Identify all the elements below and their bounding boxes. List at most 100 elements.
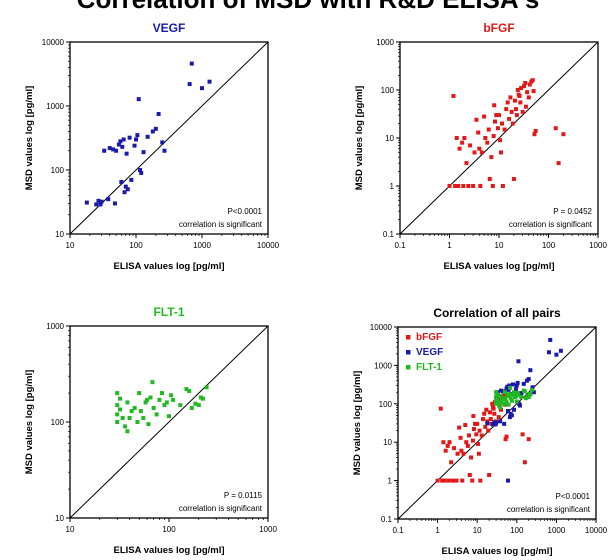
data-point-series0	[507, 116, 512, 121]
data-point-series0	[533, 128, 538, 133]
data-point-series0	[125, 429, 130, 434]
legend-marker	[406, 365, 411, 370]
data-point-series0	[118, 139, 123, 144]
data-point-series0	[127, 135, 132, 140]
x-tick-label: 100	[542, 241, 556, 250]
data-point-bfgf	[502, 393, 507, 398]
data-point-series0	[171, 397, 176, 402]
plot-frame	[69, 41, 269, 235]
chart-panel-bfgf: 0.1 1 10 100 1000 0.1 1 10 100 1000 bFGF ELISA valu…	[354, 21, 607, 272]
data-point-bfgf	[466, 433, 471, 438]
data-point-series0	[112, 201, 117, 206]
data-point-flt1	[526, 395, 531, 400]
data-point-series0	[141, 416, 146, 421]
data-point-series0	[196, 403, 201, 408]
data-point-bfgf	[457, 425, 462, 430]
data-point-flt1	[501, 396, 506, 401]
data-point-bfgf	[475, 421, 480, 426]
data-point-series0	[462, 136, 467, 140]
data-point-series0	[178, 403, 183, 408]
data-point-series0	[491, 134, 496, 139]
data-point-series0	[106, 197, 111, 202]
data-point-vegf	[515, 380, 520, 385]
plot-frame	[397, 326, 597, 520]
data-point-series0	[187, 389, 192, 394]
p-value-annotation: P = 0.0452	[553, 207, 592, 216]
data-point-vegf	[514, 383, 519, 388]
data-point-bfgf	[477, 428, 482, 433]
y-tick-label: 1000	[374, 361, 392, 370]
data-point-series0	[486, 127, 491, 132]
chart-title: Correlation of all pairs	[433, 306, 561, 320]
data-point-flt1	[504, 400, 509, 405]
y-tick-label: 100	[381, 86, 395, 95]
y-tick-label: 10	[383, 438, 392, 447]
data-point-bfgf	[503, 437, 508, 442]
data-point-series0	[478, 184, 483, 188]
x-tick-label: 10000	[585, 526, 608, 535]
data-point-series0	[457, 146, 462, 151]
data-point-series0	[526, 95, 531, 100]
data-point-vegf	[519, 391, 524, 396]
data-point-bfgf	[473, 421, 478, 426]
data-point-bfgf	[438, 406, 443, 411]
data-point-series0	[184, 387, 189, 392]
data-point-bfgf	[447, 440, 452, 445]
data-point-series0	[511, 176, 516, 181]
data-point-bfgf	[443, 448, 448, 453]
data-point-series0	[121, 137, 126, 142]
data-point-vegf	[485, 421, 490, 426]
x-tick-label: 10	[66, 241, 75, 250]
x-tick-label: 0.1	[394, 241, 406, 250]
data-point-series0	[189, 61, 194, 66]
data-point-series0	[136, 97, 141, 102]
data-point-series0	[490, 184, 495, 188]
data-point-flt1	[494, 390, 499, 395]
data-point-series0	[189, 405, 194, 410]
data-point-series0	[500, 121, 505, 126]
data-point-series0	[141, 150, 146, 155]
data-point-flt1	[494, 401, 499, 406]
data-point-series0	[143, 400, 148, 405]
x-tick-label: 1000	[548, 526, 566, 535]
data-point-series0	[137, 391, 142, 396]
data-point-bfgf	[499, 407, 504, 412]
data-point-series0	[200, 396, 205, 401]
data-point-bfgf	[449, 460, 454, 465]
data-point-series0	[107, 146, 112, 151]
data-point-series0	[145, 134, 150, 139]
data-point-vegf	[502, 421, 507, 426]
chart-title: bFGF	[483, 21, 514, 35]
x-tick-label: 100	[162, 525, 176, 534]
data-point-series0	[160, 140, 165, 145]
data-point-series0	[515, 88, 520, 92]
data-point-series0	[517, 93, 522, 98]
data-point-bfgf	[470, 478, 475, 483]
data-point-series0	[125, 187, 130, 192]
data-point-series0	[115, 391, 120, 396]
data-point-series0	[156, 111, 161, 116]
data-point-series0	[123, 184, 128, 189]
x-axis-label: ELISA values log [pg/ml]	[441, 546, 552, 557]
data-point-flt1	[499, 400, 504, 405]
data-point-series0	[553, 126, 558, 131]
data-point-series0	[519, 86, 524, 91]
data-point-flt1	[510, 392, 515, 397]
data-point-series0	[94, 202, 99, 207]
data-point-bfgf	[492, 411, 497, 416]
data-point-series0	[122, 190, 127, 195]
data-point-series0	[157, 397, 162, 402]
data-point-flt1	[513, 393, 518, 398]
data-point-series0	[505, 100, 510, 105]
data-point-series0	[451, 93, 456, 98]
data-point-series0	[125, 400, 130, 405]
data-point-vegf	[521, 381, 526, 386]
data-point-bfgf	[476, 441, 481, 446]
data-point-series0	[454, 136, 459, 140]
significance-annotation: correlation is significant	[179, 220, 263, 229]
data-point-vegf	[510, 382, 515, 387]
data-point-bfgf	[467, 472, 472, 477]
data-point-bfgf	[476, 451, 481, 456]
data-point-flt1	[516, 392, 521, 397]
data-point-vegf	[548, 337, 553, 342]
